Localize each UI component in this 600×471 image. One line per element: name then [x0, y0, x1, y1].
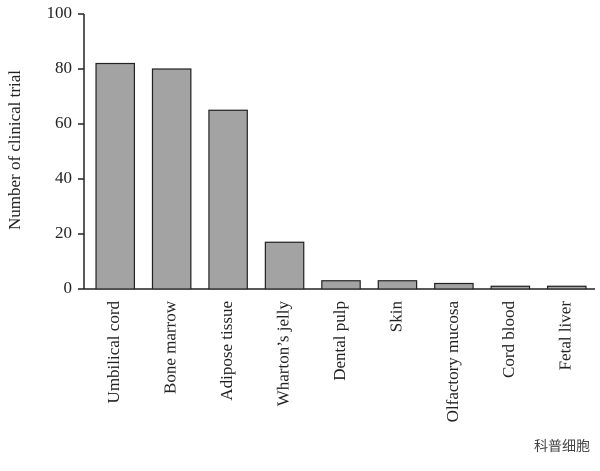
bar	[377, 280, 418, 290]
y-axis-label: Number of clinical trial	[5, 70, 24, 230]
x-tick-label: Wharton’s jelly	[273, 301, 292, 407]
y-tick-label: 60	[55, 113, 72, 132]
x-tick-label: Dental pulp	[330, 301, 349, 381]
x-tick-label: Adipose tissue	[217, 301, 236, 401]
x-tick-label: Cord blood	[499, 301, 518, 378]
x-tick-label: Skin	[386, 301, 405, 333]
bar	[95, 62, 136, 290]
x-tick-label: Bone marrow	[161, 300, 180, 394]
bar	[546, 285, 587, 290]
x-tick-label: Umbilical cord	[104, 301, 123, 404]
bar	[321, 280, 361, 290]
y-tick-label: 100	[47, 3, 73, 22]
bar	[264, 241, 305, 290]
bar	[434, 282, 474, 290]
y-tick-label: 20	[55, 223, 72, 242]
bar	[208, 109, 248, 290]
watermark: 科普细胞	[534, 439, 590, 455]
x-tick-label: Fetal liver	[556, 301, 575, 371]
x-tick-label: Olfactory mucosa	[443, 301, 462, 423]
bar	[490, 285, 531, 290]
bar	[151, 68, 192, 290]
y-tick-label: 0	[64, 278, 73, 297]
y-tick-label: 80	[55, 58, 72, 77]
y-tick-label: 40	[55, 168, 72, 187]
